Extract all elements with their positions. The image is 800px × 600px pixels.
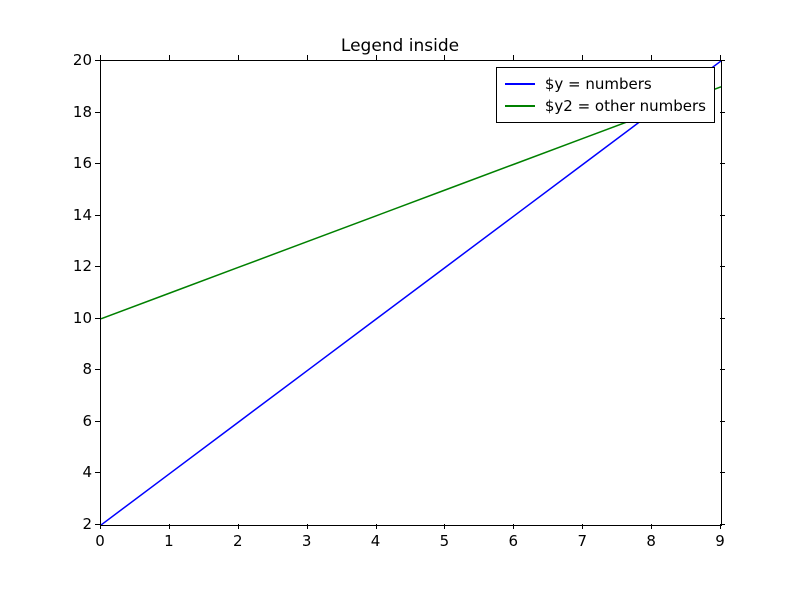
x-tick-mark <box>100 55 101 60</box>
x-tick-mark <box>582 524 583 529</box>
x-tick-mark <box>582 55 583 60</box>
x-tick-label: 7 <box>577 532 587 550</box>
y-tick-label: 20 <box>52 51 92 69</box>
y-tick-mark <box>720 60 725 61</box>
y-tick-label: 4 <box>52 463 92 481</box>
x-tick-label: 6 <box>509 532 519 550</box>
y-tick-mark <box>720 318 725 319</box>
x-tick-label: 5 <box>440 532 450 550</box>
plot-area: $y = numbers $y2 = other numbers <box>100 60 722 526</box>
x-tick-mark <box>307 524 308 529</box>
legend-item: $y2 = other numbers <box>505 95 706 117</box>
x-tick-mark <box>307 55 308 60</box>
x-tick-mark <box>513 524 514 529</box>
y-tick-label: 8 <box>52 360 92 378</box>
x-tick-mark <box>169 524 170 529</box>
x-tick-mark <box>444 55 445 60</box>
series-line-0 <box>101 61 721 525</box>
y-tick-label: 12 <box>52 257 92 275</box>
x-tick-mark <box>513 55 514 60</box>
y-tick-mark <box>720 421 725 422</box>
y-tick-mark <box>720 163 725 164</box>
y-tick-mark <box>95 524 100 525</box>
y-tick-mark <box>95 60 100 61</box>
chart-title: Legend inside <box>0 36 800 56</box>
x-tick-label: 1 <box>164 532 174 550</box>
legend-item: $y = numbers <box>505 73 706 95</box>
x-tick-label: 0 <box>95 532 105 550</box>
y-tick-label: 6 <box>52 412 92 430</box>
legend: $y = numbers $y2 = other numbers <box>496 67 715 123</box>
x-tick-mark <box>100 524 101 529</box>
y-tick-mark <box>95 369 100 370</box>
x-tick-label: 4 <box>371 532 381 550</box>
y-tick-label: 10 <box>52 309 92 327</box>
y-tick-mark <box>720 266 725 267</box>
y-tick-mark <box>95 215 100 216</box>
legend-swatch <box>505 83 535 85</box>
y-tick-mark <box>720 524 725 525</box>
x-tick-mark <box>444 524 445 529</box>
y-tick-label: 2 <box>52 515 92 533</box>
line-layer <box>101 61 721 525</box>
y-tick-mark <box>720 472 725 473</box>
y-tick-mark <box>95 421 100 422</box>
y-tick-mark <box>720 369 725 370</box>
x-tick-mark <box>651 55 652 60</box>
x-tick-mark <box>651 524 652 529</box>
x-tick-label: 3 <box>302 532 312 550</box>
x-tick-label: 9 <box>715 532 725 550</box>
x-tick-mark <box>169 55 170 60</box>
x-tick-mark <box>238 55 239 60</box>
y-tick-mark <box>95 472 100 473</box>
y-tick-label: 16 <box>52 154 92 172</box>
y-tick-mark <box>95 266 100 267</box>
x-tick-label: 8 <box>646 532 656 550</box>
x-tick-mark <box>238 524 239 529</box>
y-tick-label: 14 <box>52 206 92 224</box>
y-tick-mark <box>720 112 725 113</box>
y-tick-mark <box>95 318 100 319</box>
y-tick-label: 18 <box>52 103 92 121</box>
legend-swatch <box>505 105 535 107</box>
y-tick-mark <box>95 163 100 164</box>
y-tick-mark <box>95 112 100 113</box>
y-tick-mark <box>720 215 725 216</box>
x-tick-mark <box>376 55 377 60</box>
x-tick-mark <box>376 524 377 529</box>
x-tick-label: 2 <box>233 532 243 550</box>
legend-label: $y2 = other numbers <box>545 97 706 115</box>
legend-label: $y = numbers <box>545 75 652 93</box>
